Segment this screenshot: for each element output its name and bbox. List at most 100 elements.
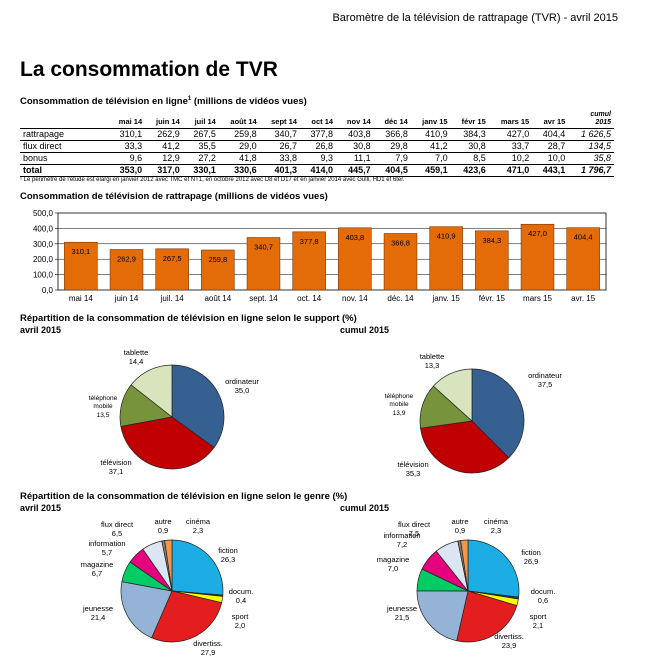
table-corner [20, 109, 108, 129]
genre-cumul-slice-label: cinéma [484, 517, 509, 526]
support-cumul-slice-value: 13,3 [425, 361, 440, 370]
table-footnote: ¹ Le périmètre de l'étude est élargi en … [20, 177, 405, 183]
genre-cumul-slice-label: autre [451, 517, 468, 526]
genre-avril-slice-label: information [88, 539, 125, 548]
table-cell: 317,0 [145, 163, 183, 177]
table-cell: 353,0 [108, 163, 146, 177]
genre-avril-slice-value: 21,4 [91, 613, 106, 622]
bar [155, 248, 189, 291]
genre-cumul-slice-label: sport [530, 612, 548, 621]
bar-ytick-label: 400,0 [33, 224, 54, 233]
table-cell: 310,1 [108, 128, 146, 141]
bar-category-label: sept. 14 [249, 294, 278, 303]
genre-avril-slice [120, 581, 173, 639]
table-col-header: mai 14 [108, 109, 146, 129]
genre-avril-slice-value: 6,5 [112, 529, 122, 538]
bar-ytick-label: 0,0 [42, 286, 54, 295]
genre-avril-slice-label: flux direct [101, 520, 134, 529]
table-cell: 33,3 [108, 140, 146, 153]
bar-value-label: 403,8 [345, 233, 364, 242]
table-cell: 30,8 [336, 140, 374, 153]
bar [201, 249, 235, 291]
table-cell: 330,1 [182, 163, 219, 177]
bar-category-label: mars 15 [523, 294, 552, 303]
table-cumul-cell: 134,5 [568, 140, 614, 153]
genre-avril-slice-value: 2,3 [193, 526, 203, 535]
genre-avril-slice-value: 0,4 [236, 596, 246, 605]
table-cell: 340,7 [259, 128, 300, 141]
support-avril-slice-label: ordinateur [225, 377, 259, 386]
table-cell: 366,8 [373, 128, 411, 141]
bar-value-label: 377,8 [300, 237, 319, 246]
table-row: rattrapage 310,1 262,9 267,5 259,8 340,7 377,8… [20, 128, 614, 141]
bar-value-label: 310,1 [71, 247, 90, 256]
genre-avril-slice-label: docum. [229, 587, 254, 596]
table-cell: 330,6 [218, 163, 260, 177]
table-title-unit: (millions de vidéos vues) [191, 96, 307, 108]
table-cell: 414,0 [299, 163, 337, 177]
support-avril-slice-label: mobile [93, 403, 113, 410]
bar [246, 237, 281, 291]
table-row: flux direct 33,3 41,2 35,5 29,0 26,7 26,8 30,8 2… [20, 140, 614, 153]
table-cell: 26,8 [299, 140, 337, 153]
table-cell: 29,0 [218, 140, 260, 153]
table-col-header: avr 15 [532, 109, 569, 129]
table-col-header: déc 14 [373, 109, 411, 129]
table-row: total 353,0 317,0 330,1 330,6 401,3 414,0 445,7… [20, 163, 614, 177]
support-section-title: Répartition de la consommation de télévi… [20, 313, 357, 324]
bar-value-label: 267,5 [163, 254, 182, 263]
bar-value-label: 262,9 [117, 255, 136, 264]
genre-cumul-slice [467, 539, 520, 598]
genre-avril-slice-value: 5,7 [102, 548, 112, 557]
bar-category-label: janv. 15 [431, 294, 460, 303]
bar [520, 223, 555, 291]
bar-value-label: 427,0 [528, 229, 547, 238]
genre-cumul-slice [416, 590, 469, 642]
row-label: total [20, 163, 108, 177]
report-header: Baromètre de la télévision de rattrapage… [332, 12, 618, 24]
support-avril-slice [171, 364, 225, 449]
table-col-header: févr 15 [450, 109, 489, 129]
support-cumul-slice [420, 420, 510, 474]
genre-avril-slice-label: autre [154, 517, 171, 526]
table-cell: 471,0 [488, 163, 533, 177]
genre-cumul-slice-value: 0,6 [538, 596, 548, 605]
support-cumul-slice-value: 13,9 [393, 410, 406, 417]
table-title: Consommation de télévision en ligne1 (mi… [20, 96, 307, 107]
genre-pie-avril-title: avril 2015 [20, 503, 62, 513]
genre-avril-slice-value: 0,9 [158, 526, 168, 535]
table-title-sup: 1 [187, 96, 192, 102]
table-cell: 404,4 [532, 128, 569, 141]
support-avril-slice-label: tablette [124, 348, 149, 357]
row-label: flux direct [20, 140, 108, 153]
table-cell: 404,5 [373, 163, 411, 177]
support-avril-slice-value: 13,5 [97, 412, 110, 419]
genre-avril-slice-value: 6,7 [92, 569, 102, 578]
bar-category-label: oct. 14 [297, 294, 322, 303]
genre-avril-slice-value: 26,3 [221, 555, 236, 564]
support-avril-slice-label: téléphone [89, 395, 118, 402]
table-cell: 427,0 [488, 128, 533, 141]
bar [475, 230, 509, 291]
table-cell: 410,9 [410, 128, 451, 141]
support-avril-slice-value: 14,4 [129, 357, 144, 366]
support-cumul-slice-value: 37,5 [538, 380, 553, 389]
table-cell: 41,2 [410, 140, 451, 153]
support-cumul-slice-label: tablette [420, 352, 445, 361]
genre-avril-slice-label: divertiss. [193, 639, 223, 648]
support-avril-slice-value: 35,0 [235, 386, 250, 395]
support-cumul-slice [432, 368, 473, 422]
genre-avril-slice-label: magazine [81, 560, 114, 569]
support-cumul-slice [471, 368, 525, 459]
table-col-header: juil 14 [182, 109, 219, 129]
genre-cumul-slice-value: 21,5 [395, 613, 410, 622]
bar [338, 227, 372, 291]
table-cumul-cell: 1 796,7 [568, 163, 614, 177]
genre-cumul-slice-label: divertiss. [494, 632, 524, 641]
genre-avril-slice [164, 539, 173, 592]
bar-ytick-label: 500,0 [33, 209, 54, 218]
table-cell: 384,3 [450, 128, 489, 141]
table-cell: 33,7 [488, 140, 533, 153]
genre-cumul-slice-value: 7,0 [388, 564, 398, 573]
bar-category-label: févr. 15 [479, 294, 506, 303]
